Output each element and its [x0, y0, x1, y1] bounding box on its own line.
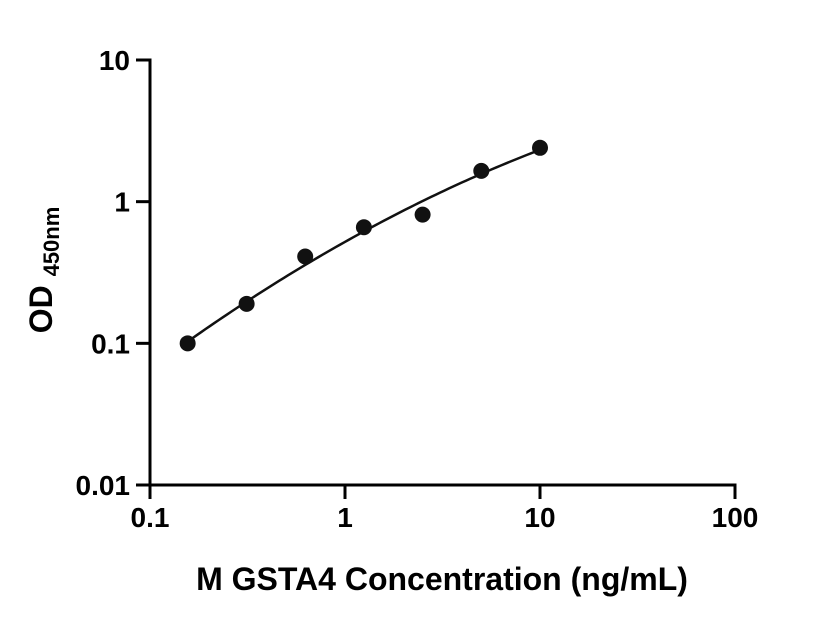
y-axis-title: OD 450nm: [23, 207, 64, 334]
axes: [148, 58, 737, 487]
axis-ticks: [136, 58, 737, 499]
data-point: [355, 219, 372, 236]
y-axis-title-subscript: 450nm: [39, 207, 64, 277]
data-point: [473, 162, 490, 179]
x-tick-label: 0.1: [131, 502, 170, 533]
x-tick-label: 10: [524, 502, 555, 533]
data-point: [532, 139, 548, 156]
x-tick-label: 1: [337, 502, 353, 533]
data-point: [238, 295, 255, 312]
y-tick-label: 0.1: [91, 328, 130, 359]
y-tick-label: 0.01: [76, 470, 131, 501]
x-tick-label: 100: [712, 502, 759, 533]
y-tick-label: 1: [114, 187, 130, 218]
data-point: [297, 248, 314, 265]
data-points: [179, 139, 548, 352]
x-axis-title: M GSTA4 Concentration (ng/mL): [196, 561, 688, 597]
data-point: [179, 335, 196, 352]
y-tick-label: 10: [99, 45, 130, 76]
data-point: [414, 206, 431, 223]
y-axis-title-main: OD: [23, 285, 59, 333]
